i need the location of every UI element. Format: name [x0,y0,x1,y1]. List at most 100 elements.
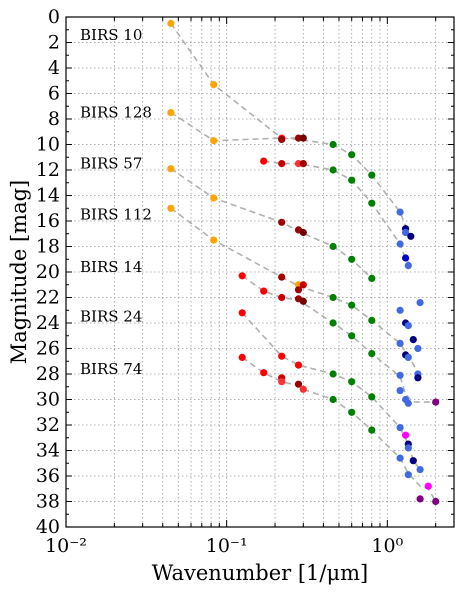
data-point [210,137,218,145]
ticks: 024681012141618202224262830323436384010⁻… [36,6,454,557]
data-point [278,378,286,386]
data-point [329,140,337,149]
data-point [299,228,307,237]
y-tick-label: 10 [36,134,60,156]
data-point [402,254,410,262]
data-point [416,466,424,474]
data-point [299,281,307,289]
data-point [278,218,286,226]
data-point [404,262,412,270]
data-point [278,273,286,281]
star-label: BIRS 112 [80,206,152,224]
x-axis-title: Wavenumber [1/μm] [152,561,369,585]
x-tick-label: 10⁰ [371,535,403,557]
data-point [424,482,432,490]
data-point [414,344,422,353]
data-point [238,353,246,361]
star-label: BIRS 57 [80,155,142,173]
data-point [396,424,404,432]
data-point [402,431,410,439]
y-axis-title: Magnitude [mag] [7,180,31,364]
series-line [241,275,436,403]
star-labels: BIRS 10 BIRS 128 BIRS 57 BIRS 112 BIRS 14 BIR… [80,26,152,378]
y-tick-label: 18 [36,236,60,258]
data-point [348,332,356,340]
data-point [404,471,412,479]
data-point [167,19,175,27]
data-point [409,457,417,465]
y-tick-label: 24 [36,312,60,334]
x-tick-label: 10⁻¹ [206,535,248,557]
data-point [294,380,303,388]
data-point [368,274,376,282]
y-tick-label: 40 [36,516,60,538]
data-point [278,135,286,143]
data-point [278,293,286,302]
y-tick-label: 22 [36,287,60,309]
data-point [396,454,404,462]
y-tick-label: 0 [48,6,60,28]
data-point [348,378,356,386]
y-tick-label: 34 [36,440,60,462]
data-point [329,319,337,327]
data-point [260,157,268,165]
data-point [416,495,424,503]
data-point [396,208,404,216]
data-point [402,228,410,237]
data-point [348,408,356,416]
data-point [368,426,376,434]
series-points [167,19,440,506]
data-point [329,293,337,302]
series-line [170,168,373,279]
data-point [260,369,268,377]
data-point [210,194,218,202]
data-point [167,204,175,212]
data-point [416,299,424,307]
star-label: BIRS 74 [80,360,142,378]
data-point [409,336,417,344]
data-point [407,232,415,240]
y-tick-label: 36 [36,465,60,487]
data-point [368,199,376,207]
data-point [396,339,404,347]
data-point [432,398,440,406]
data-point [299,385,307,393]
data-point [329,370,337,378]
data-point [396,371,404,379]
data-point [210,236,218,244]
y-tick-label: 14 [36,185,60,207]
series-line [170,22,299,139]
data-point [404,353,412,361]
series-line [170,207,421,376]
data-point [299,297,307,305]
data-point [260,287,268,295]
y-tick-label: 4 [48,57,60,79]
y-tick-label: 12 [36,159,60,181]
data-point [404,399,412,407]
data-point [404,322,412,330]
data-point [294,361,303,369]
y-tick-label: 16 [36,210,60,232]
data-point [278,352,286,360]
y-tick-label: 20 [36,261,60,283]
data-point [329,166,337,174]
data-point [210,81,218,89]
star-label: BIRS 128 [80,104,152,122]
data-point [167,109,175,117]
series-line [263,160,414,268]
data-point [238,272,246,280]
data-point [368,316,376,324]
data-point [299,134,307,142]
y-tick-label: 2 [48,32,60,54]
data-point [396,240,404,248]
data-point [329,395,337,404]
data-point [432,497,440,506]
data-point [278,160,286,168]
data-point [404,444,412,452]
y-tick-label: 8 [48,108,60,130]
data-point [167,165,175,173]
data-point [299,160,307,168]
star-label: BIRS 24 [80,308,142,326]
